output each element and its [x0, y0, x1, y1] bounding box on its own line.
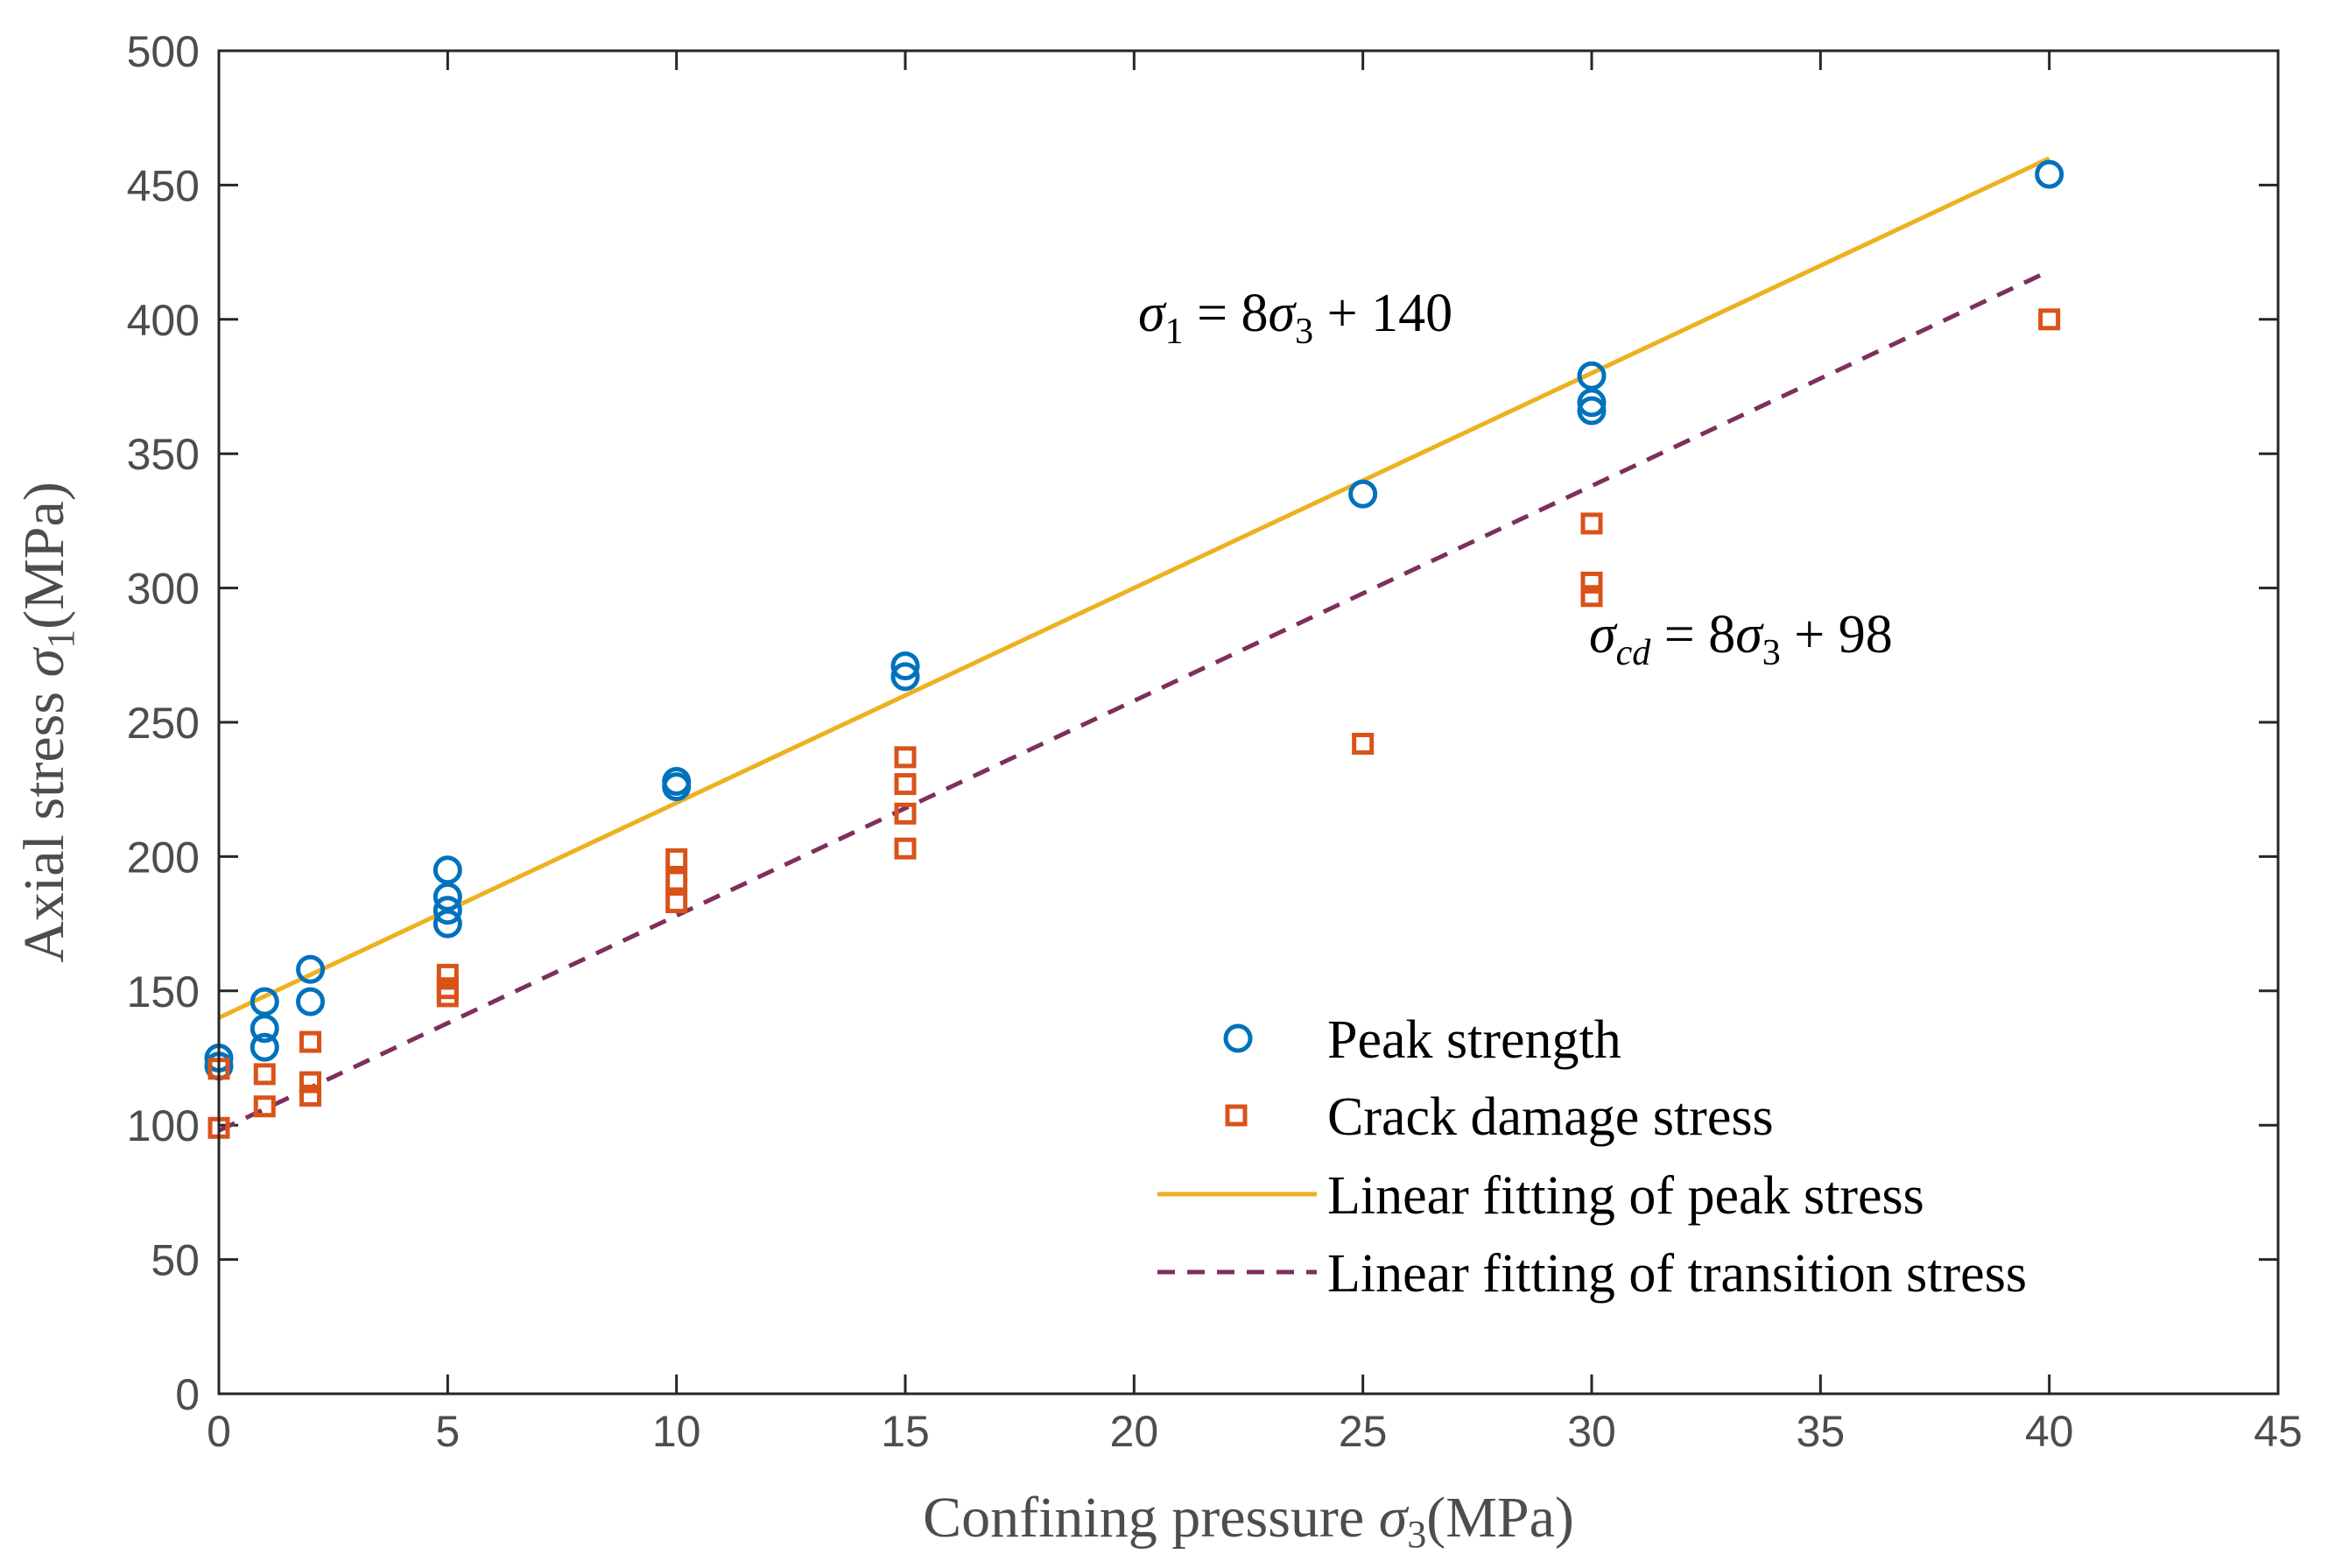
- legend-crack-marker: [1225, 1104, 1248, 1127]
- y-tick-label: 450: [127, 161, 200, 210]
- plot-frame: [217, 49, 2280, 1396]
- peak-strength-point: [662, 772, 692, 802]
- y-tick-label: 200: [127, 833, 200, 882]
- peak-strength-point: [1348, 479, 1378, 509]
- x-tick-label: 35: [1797, 1407, 1846, 1456]
- legend-peak-fit-label: Linear fitting of peak stress: [1327, 1166, 1924, 1226]
- y-tick-label: 400: [127, 296, 200, 345]
- crack-damage-point: [665, 891, 688, 914]
- y-tick-label: 100: [127, 1101, 200, 1150]
- crack-damage-point: [253, 1095, 276, 1118]
- crack-damage-point: [894, 802, 917, 825]
- plot-area: [219, 51, 2278, 1394]
- peak-strength-point: [890, 651, 920, 681]
- y-axis-label: Axial stress σ1(MPa): [12, 482, 82, 963]
- x-tick-label: 15: [881, 1407, 930, 1456]
- crack-damage-point: [894, 773, 917, 796]
- markers: [204, 159, 2064, 1139]
- crack-damage-point: [665, 869, 688, 892]
- x-tick-label: 25: [1339, 1407, 1388, 1456]
- legend: Peak strength Crack damage stress Linear…: [1157, 1010, 2027, 1304]
- crack-damage-point: [894, 746, 917, 769]
- crack-damage-point: [1580, 571, 1603, 594]
- crack-damage-point: [436, 963, 459, 986]
- crack-damage-point: [665, 847, 688, 870]
- crack-damage-point: [1580, 512, 1603, 535]
- y-tick-label: 300: [127, 565, 200, 614]
- axis-labels: Confining pressure σ3(MPa) Axial stress …: [12, 482, 1574, 1556]
- legend-transition-fit-label: Linear fitting of transition stress: [1327, 1244, 2027, 1304]
- crack-damage-point: [299, 1071, 322, 1093]
- x-tick-label: 10: [652, 1407, 701, 1456]
- peak-strength-point: [296, 987, 326, 1016]
- legend-peak-marker: [1223, 1023, 1253, 1053]
- legend-crack-label: Crack damage stress: [1327, 1087, 1774, 1147]
- crack-damage-point: [253, 1063, 276, 1086]
- peak-strength-point: [433, 896, 462, 925]
- peak-strength-point: [433, 909, 462, 939]
- crack-damage-point: [436, 985, 459, 1008]
- crack-damage-point: [2038, 308, 2061, 331]
- annotations: σ1 = 8σ3 + 140 σcd = 8σ3 + 98: [1138, 284, 1893, 673]
- y-tick-label: 500: [127, 27, 200, 76]
- x-tick-label: 0: [207, 1407, 231, 1456]
- y-tick-label: 50: [151, 1236, 200, 1285]
- y-tick-label: 0: [175, 1370, 200, 1419]
- peak-strength-point: [433, 855, 462, 885]
- y-tick-label: 150: [127, 967, 200, 1016]
- crack-damage-point: [894, 837, 917, 860]
- x-tick-label: 30: [1567, 1407, 1616, 1456]
- legend-peak-label: Peak strength: [1327, 1010, 1621, 1070]
- peak-strength-point: [296, 954, 326, 984]
- crack-damage-point: [1580, 585, 1603, 608]
- y-tick-label: 350: [127, 430, 200, 479]
- annotation-peak-equation: σ1 = 8σ3 + 140: [1138, 284, 1452, 352]
- transition-fit-line: [217, 269, 2050, 1133]
- x-tick-label: 5: [435, 1407, 460, 1456]
- peak-strength-point: [890, 662, 920, 692]
- annotation-crack-equation: σcd = 8σ3 + 98: [1589, 605, 1893, 673]
- peak-strength-point: [1577, 361, 1607, 390]
- crack-damage-point: [299, 1084, 322, 1107]
- x-tick-label: 45: [2254, 1407, 2303, 1456]
- tick-labels: 0 5 10 15 20 25 30 35 40 450501001502002503003504…: [127, 27, 2303, 1456]
- x-tick-label: 40: [2025, 1407, 2074, 1456]
- crack-damage-point: [299, 1030, 322, 1053]
- peak-fit-line: [217, 156, 2050, 1020]
- peak-strength-point: [250, 987, 279, 1016]
- peak-strength-point: [250, 1032, 279, 1062]
- crack-damage-point: [1352, 733, 1375, 756]
- fit-lines: [217, 156, 2050, 1133]
- y-tick-label: 250: [127, 699, 200, 748]
- peak-strength-point: [1577, 396, 1607, 425]
- x-axis-label: Confining pressure σ3(MPa): [923, 1486, 1574, 1556]
- peak-strength-point: [1577, 388, 1607, 418]
- peak-strength-point: [433, 882, 462, 911]
- x-tick-label: 20: [1110, 1407, 1159, 1456]
- peak-strength-point: [2035, 159, 2064, 189]
- peak-strength-point: [250, 1014, 279, 1044]
